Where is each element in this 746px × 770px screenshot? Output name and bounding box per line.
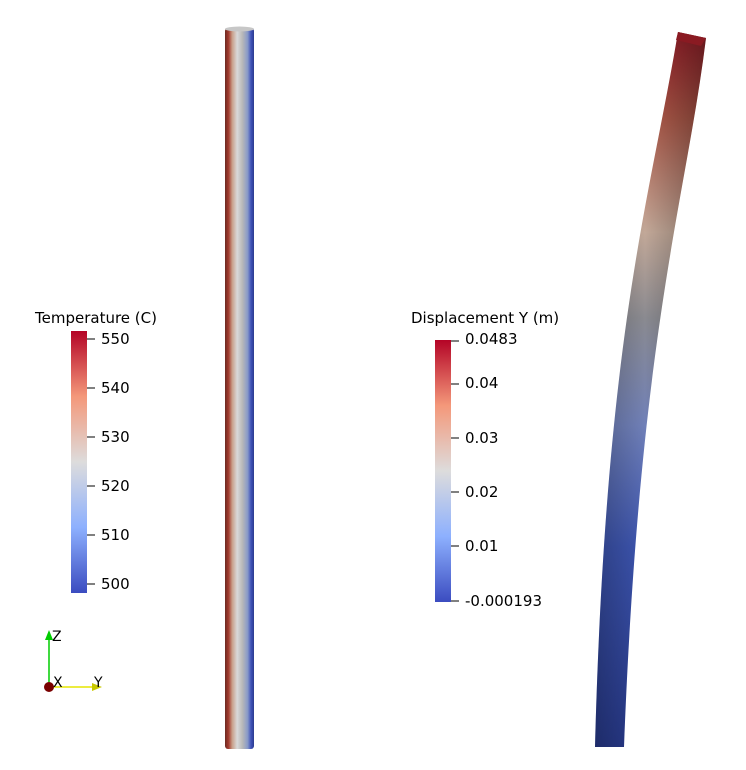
z-axis-label: Z — [52, 629, 62, 645]
temperature-tick-label: 510 — [101, 526, 130, 544]
displacement-tick-label: -0.000193 — [465, 592, 542, 610]
x-axis-label: X — [53, 675, 63, 691]
displacement-tick-label: 0.02 — [465, 483, 499, 501]
displacement-legend-title: Displacement Y (m) — [411, 309, 560, 327]
displacement-colorbar — [435, 340, 459, 602]
displacement-tick-label: 0.0483 — [465, 330, 518, 348]
temperature-tick-label: 500 — [101, 575, 130, 593]
displacement-tick-label: 0.04 — [465, 374, 499, 392]
temperature-tick-label: 530 — [101, 428, 130, 446]
temperature-pipe — [225, 26, 254, 749]
temperature-tick-label: 550 — [101, 330, 130, 348]
temperature-legend-title: Temperature (C) — [35, 309, 157, 327]
displacement-tick-label: 0.03 — [465, 429, 499, 447]
y-axis-label: Y — [94, 675, 103, 691]
temperature-tick-label: 540 — [101, 379, 130, 397]
displacement-tick-label: 0.01 — [465, 537, 499, 555]
temperature-colorbar — [71, 331, 95, 593]
temperature-tick-label: 520 — [101, 477, 130, 495]
orientation-axes-widget — [44, 630, 102, 692]
displacement-beam — [595, 32, 706, 747]
